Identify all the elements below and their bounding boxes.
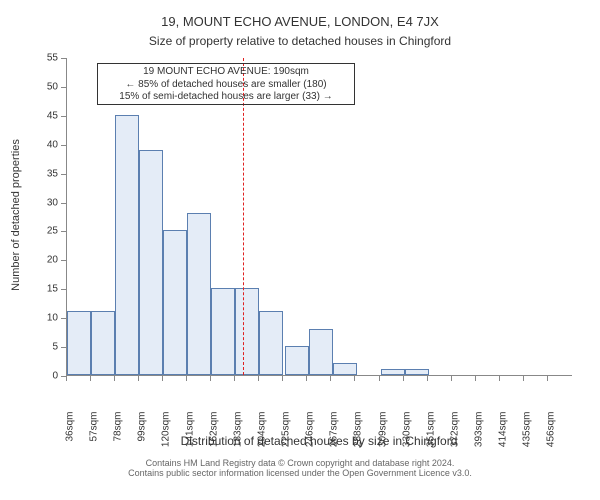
- histogram-bar: [211, 288, 235, 375]
- y-tick-mark: [61, 174, 66, 175]
- x-tick-mark: [379, 376, 380, 381]
- x-tick-mark: [403, 376, 404, 381]
- footer-attribution: Contains HM Land Registry data © Crown c…: [0, 458, 600, 478]
- y-tick-label: 35: [0, 168, 58, 179]
- histogram-bar: [115, 115, 139, 375]
- y-tick-label: 55: [0, 53, 58, 64]
- reference-line: [243, 58, 244, 375]
- x-axis-title: Distribution of detached houses by size …: [66, 434, 572, 448]
- y-tick-mark: [61, 145, 66, 146]
- page-root: 19, MOUNT ECHO AVENUE, LONDON, E4 7JX Si…: [0, 0, 600, 500]
- annotation-box: 19 MOUNT ECHO AVENUE: 190sqm← 85% of det…: [97, 63, 355, 105]
- y-tick-label: 45: [0, 110, 58, 121]
- page-subtitle: Size of property relative to detached ho…: [0, 34, 600, 48]
- histogram-bar: [187, 213, 211, 375]
- y-tick-label: 10: [0, 313, 58, 324]
- histogram-bar: [405, 369, 429, 375]
- histogram-bar: [381, 369, 405, 375]
- histogram-bar: [91, 311, 115, 375]
- x-tick-mark: [499, 376, 500, 381]
- y-tick-label: 30: [0, 197, 58, 208]
- x-tick-mark: [162, 376, 163, 381]
- y-tick-mark: [61, 347, 66, 348]
- y-tick-label: 20: [0, 255, 58, 266]
- x-tick-mark: [330, 376, 331, 381]
- x-tick-mark: [354, 376, 355, 381]
- x-tick-mark: [306, 376, 307, 381]
- page-title: 19, MOUNT ECHO AVENUE, LONDON, E4 7JX: [0, 14, 600, 29]
- y-tick-mark: [61, 203, 66, 204]
- histogram-bar: [259, 311, 283, 375]
- x-tick-mark: [427, 376, 428, 381]
- y-tick-mark: [61, 58, 66, 59]
- y-tick-mark: [61, 231, 66, 232]
- y-tick-label: 5: [0, 342, 58, 353]
- histogram-bar: [163, 230, 187, 375]
- x-tick-mark: [475, 376, 476, 381]
- x-tick-mark: [210, 376, 211, 381]
- y-tick-mark: [61, 318, 66, 319]
- footer-line-1: Contains HM Land Registry data © Crown c…: [0, 458, 600, 468]
- y-tick-label: 15: [0, 284, 58, 295]
- y-tick-mark: [61, 289, 66, 290]
- histogram-bar: [139, 150, 163, 375]
- x-tick-mark: [138, 376, 139, 381]
- x-tick-mark: [282, 376, 283, 381]
- annotation-line: 19 MOUNT ECHO AVENUE: 190sqm: [102, 66, 350, 79]
- y-tick-label: 25: [0, 226, 58, 237]
- x-tick-mark: [451, 376, 452, 381]
- x-tick-mark: [258, 376, 259, 381]
- annotation-line: ← 85% of detached houses are smaller (18…: [102, 79, 350, 92]
- annotation-line: 15% of semi-detached houses are larger (…: [102, 91, 350, 104]
- y-tick-mark: [61, 116, 66, 117]
- x-tick-mark: [186, 376, 187, 381]
- y-tick-label: 0: [0, 371, 58, 382]
- x-tick-mark: [234, 376, 235, 381]
- y-tick-mark: [61, 260, 66, 261]
- x-tick-mark: [66, 376, 67, 381]
- histogram-bar: [67, 311, 91, 375]
- x-tick-mark: [90, 376, 91, 381]
- x-tick-mark: [523, 376, 524, 381]
- histogram-bar: [285, 346, 309, 375]
- footer-line-2: Contains public sector information licen…: [0, 468, 600, 478]
- y-tick-label: 40: [0, 139, 58, 150]
- plot-area: [66, 58, 572, 376]
- histogram-bar: [333, 363, 357, 375]
- y-tick-mark: [61, 87, 66, 88]
- histogram-bar: [235, 288, 259, 375]
- y-tick-label: 50: [0, 81, 58, 92]
- x-tick-mark: [114, 376, 115, 381]
- histogram-bar: [309, 329, 333, 375]
- x-tick-mark: [547, 376, 548, 381]
